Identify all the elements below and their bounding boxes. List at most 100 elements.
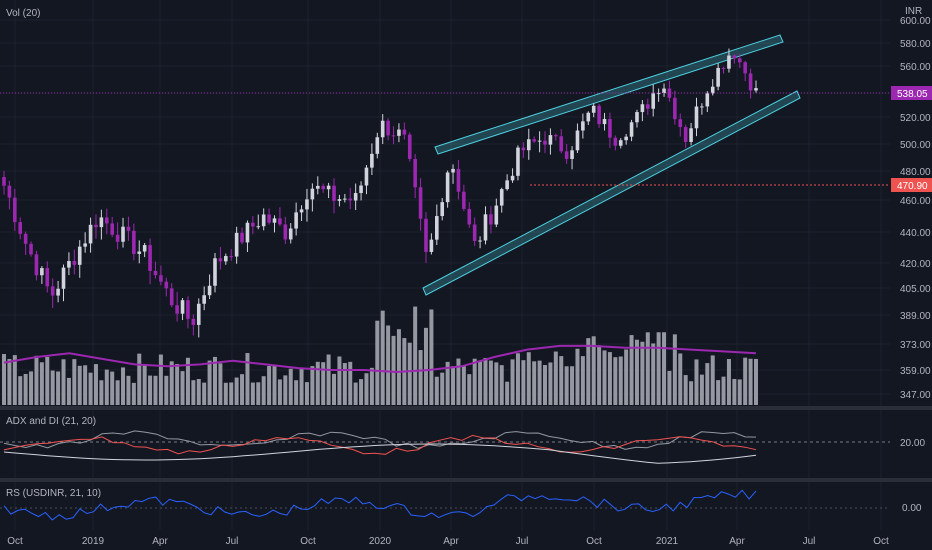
candle-body: [424, 218, 428, 252]
candle-body: [137, 251, 142, 254]
candle-body: [516, 147, 520, 176]
candle-body: [510, 175, 515, 181]
volume-bar: [618, 356, 623, 405]
candle-body: [662, 88, 666, 94]
volume-bar: [337, 356, 342, 405]
volume-bar: [72, 359, 77, 405]
volume-bar: [315, 361, 320, 405]
volume-bar: [423, 327, 428, 405]
candle-body: [234, 232, 239, 257]
volume-bar: [559, 356, 564, 405]
candle-body: [467, 208, 472, 225]
candle-body: [737, 58, 742, 63]
candle-body: [132, 230, 136, 254]
volume-bar: [148, 375, 153, 405]
volume-bar: [321, 362, 326, 405]
volume-bar: [440, 372, 445, 405]
candle-body: [94, 224, 98, 228]
candle-body: [727, 55, 731, 69]
price-axis-tick-label: 373.00: [900, 340, 931, 351]
volume-bar: [451, 366, 456, 405]
currency-label: INR: [905, 6, 922, 17]
candle-body: [169, 288, 174, 306]
volume-bar: [737, 379, 742, 405]
candle-body: [332, 185, 336, 201]
candle-body: [142, 245, 147, 252]
candle-body: [359, 185, 363, 194]
volume-bar: [359, 379, 364, 405]
volume-bars: [2, 306, 758, 405]
volume-bar: [515, 353, 520, 405]
volume-bar: [131, 382, 136, 405]
candle-body: [126, 226, 131, 231]
candle-body: [700, 106, 704, 108]
volume-bar: [429, 309, 434, 405]
time-axis-tick-label: Apr: [152, 536, 168, 547]
candle-body: [494, 205, 499, 225]
volume-bar: [445, 361, 450, 405]
volume-bar: [2, 354, 6, 405]
candle-body: [310, 188, 315, 200]
candle-body: [45, 268, 50, 287]
price-axis-tick-label: 560.00: [900, 62, 931, 73]
candle-body: [629, 122, 634, 137]
time-axis-tick-label: Apr: [443, 536, 459, 547]
volume-bar: [56, 371, 61, 405]
rs-pane-separator: [0, 478, 932, 482]
candle-body: [207, 285, 212, 296]
rising-wedge-channel: [422, 34, 801, 296]
volume-bar: [294, 380, 299, 405]
time-axis-tick-label: Jul: [516, 536, 529, 547]
volume-bar: [39, 362, 44, 405]
price-axis-tick-label: 580.00: [900, 39, 931, 50]
time-axis: Oct 2019 Apr Jul Oct 2020 Apr Jul Oct 2021 Apr Jul O…: [7, 536, 889, 547]
volume-bar: [175, 363, 180, 405]
candle-body: [624, 136, 628, 141]
volume-bar: [99, 380, 104, 405]
candle-body: [618, 140, 623, 146]
volume-bar: [721, 376, 726, 405]
adx-pane-separator: [0, 406, 932, 410]
volume-bar: [564, 366, 569, 405]
volume-bar: [256, 382, 261, 405]
price-axis-tick-label: 440.00: [900, 228, 931, 239]
volume-bar: [634, 339, 639, 405]
candle-body: [586, 112, 591, 122]
candle-body: [451, 168, 455, 173]
volume-bar: [137, 353, 142, 405]
di-minus-line: [3, 434, 757, 455]
volume-bar: [640, 341, 645, 405]
candle-body: [472, 224, 477, 242]
price-axis: 600.00580.00560.00540.00520.00500.00480.…: [900, 16, 931, 401]
volume-bar: [418, 350, 423, 405]
candle-body: [267, 214, 271, 223]
adx-line: [3, 443, 757, 464]
candle-body: [645, 104, 650, 109]
candle-body: [548, 135, 553, 145]
volume-bar: [93, 364, 98, 405]
candle-body: [180, 300, 185, 314]
candle-body: [602, 118, 607, 125]
candle-body: [61, 267, 66, 289]
candle-body: [164, 281, 169, 289]
candle-body: [462, 191, 466, 209]
candle-body: [748, 73, 753, 91]
candle-body: [429, 239, 434, 252]
candle-body: [159, 275, 163, 282]
candle-body: [716, 67, 720, 87]
candle-body: [732, 55, 737, 59]
volume-bar: [396, 329, 401, 405]
volume-bar: [456, 358, 461, 405]
candle-body: [743, 62, 747, 74]
candle-body: [321, 185, 325, 190]
volume-bar: [526, 352, 531, 405]
volume-bar: [288, 368, 293, 405]
last-price-label: 538.05: [897, 89, 928, 100]
volume-bar: [267, 366, 272, 405]
adx-level-label: 20.00: [900, 438, 925, 449]
candle-body: [261, 214, 266, 227]
volume-bar: [732, 378, 737, 405]
volume-bar: [272, 364, 277, 405]
candle-body: [499, 189, 504, 206]
candle-body: [23, 233, 28, 244]
